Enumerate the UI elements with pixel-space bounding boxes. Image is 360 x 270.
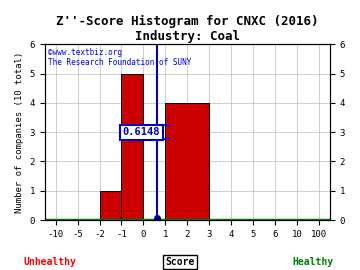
Text: Score: Score <box>165 257 195 267</box>
Text: ©www.textbiz.org
The Research Foundation of SUNY: ©www.textbiz.org The Research Foundation… <box>48 48 191 67</box>
Bar <box>99 191 121 220</box>
Text: Unhealthy: Unhealthy <box>24 257 77 267</box>
Title: Z''-Score Histogram for CNXC (2016)
Industry: Coal: Z''-Score Histogram for CNXC (2016) Indu… <box>56 15 319 43</box>
Bar <box>165 103 209 220</box>
Bar <box>121 73 143 220</box>
Text: 0.6148: 0.6148 <box>122 127 160 137</box>
Text: Healthy: Healthy <box>293 257 334 267</box>
Y-axis label: Number of companies (10 total): Number of companies (10 total) <box>15 52 24 213</box>
